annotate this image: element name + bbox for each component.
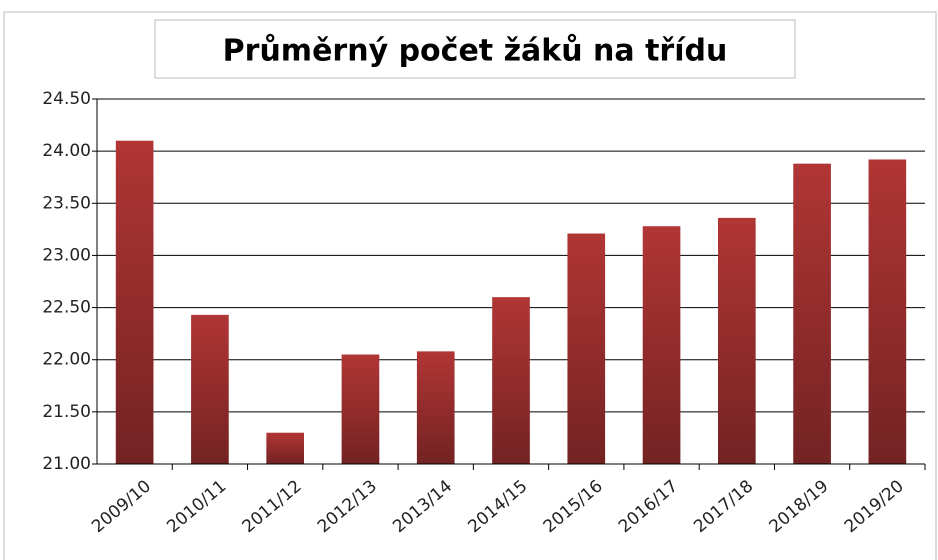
y-tick-label: 21.00 (42, 454, 91, 474)
y-tick-label: 24.50 (42, 89, 91, 109)
x-tick-label: 2009/10 (88, 476, 155, 537)
bar-shade (567, 233, 606, 464)
x-tick-label: 2014/15 (464, 476, 531, 537)
x-tick-label: 2015/16 (540, 476, 607, 537)
x-tick-label: 2013/14 (389, 476, 456, 537)
x-tick-label: 2016/17 (615, 476, 682, 537)
bar-shade (718, 217, 756, 464)
bar-shade (492, 297, 530, 464)
x-tick-label: 2017/18 (690, 476, 757, 537)
chart-title: Průměrný počet žáků na třídu (223, 33, 728, 69)
chart-border (3, 11, 937, 560)
bar-shade (793, 163, 831, 464)
y-tick-label: 23.00 (42, 245, 91, 265)
bar-shade (416, 351, 455, 464)
y-tick-label: 21.50 (42, 402, 91, 422)
y-tick-label: 24.00 (42, 141, 91, 161)
x-tick-label: 2012/13 (314, 476, 381, 537)
y-tick-label: 23.50 (42, 193, 91, 213)
y-tick-label: 22.00 (42, 350, 91, 370)
bar-shade (115, 140, 154, 464)
y-tick-label: 22.50 (42, 298, 91, 318)
x-tick-label: 2011/12 (239, 476, 306, 537)
title-box (154, 19, 796, 79)
bar-shade (191, 314, 229, 464)
bar-shade (341, 354, 380, 464)
bar-shade (868, 159, 907, 464)
x-tick-label: 2010/11 (163, 476, 230, 537)
bar-shade (642, 226, 681, 464)
bar-shade (266, 432, 304, 464)
x-tick-label: 2018/19 (766, 476, 833, 537)
x-tick-label: 2019/20 (841, 476, 908, 537)
